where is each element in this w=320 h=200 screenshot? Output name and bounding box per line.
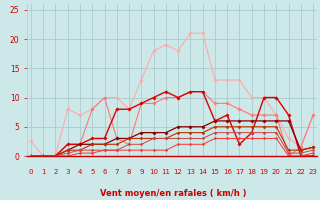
Text: Vent moyen/en rafales ( km/h ): Vent moyen/en rafales ( km/h ) bbox=[100, 189, 246, 198]
